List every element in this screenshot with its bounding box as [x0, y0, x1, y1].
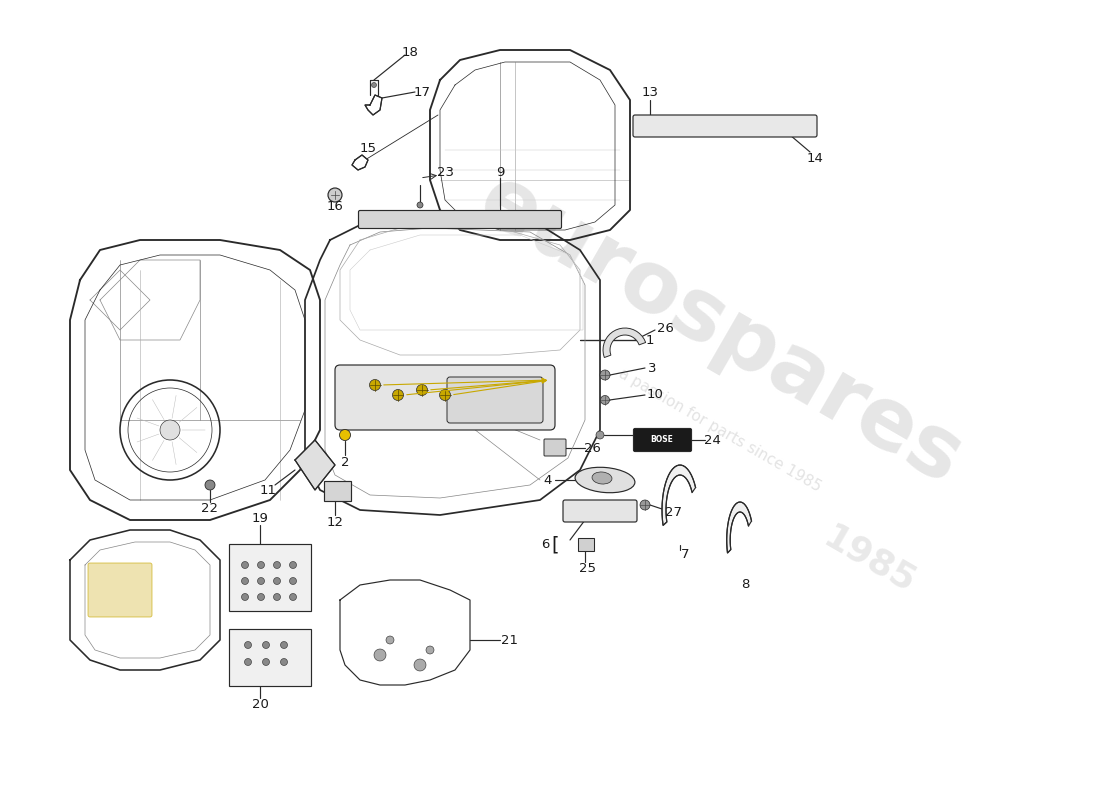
FancyBboxPatch shape: [336, 365, 556, 430]
FancyBboxPatch shape: [563, 500, 637, 522]
Text: [: [: [551, 535, 559, 554]
FancyBboxPatch shape: [229, 544, 311, 611]
Text: 7: 7: [681, 549, 690, 562]
Text: 17: 17: [414, 86, 430, 98]
Text: 27: 27: [664, 506, 682, 518]
Circle shape: [205, 480, 214, 490]
Polygon shape: [365, 95, 382, 115]
Circle shape: [289, 578, 297, 585]
Polygon shape: [295, 440, 336, 490]
Text: 8: 8: [740, 578, 749, 591]
FancyBboxPatch shape: [544, 439, 566, 456]
Text: BOSE: BOSE: [650, 435, 673, 445]
FancyBboxPatch shape: [359, 210, 561, 229]
Text: 20: 20: [252, 698, 268, 711]
FancyBboxPatch shape: [88, 563, 152, 617]
Text: 26: 26: [584, 442, 601, 454]
Text: 25: 25: [580, 562, 596, 574]
Circle shape: [596, 431, 604, 439]
FancyBboxPatch shape: [634, 429, 692, 451]
Text: 2: 2: [341, 455, 350, 469]
Circle shape: [280, 658, 287, 666]
Circle shape: [600, 370, 610, 380]
Circle shape: [244, 642, 252, 649]
FancyBboxPatch shape: [632, 115, 817, 137]
Circle shape: [289, 562, 297, 569]
Text: 13: 13: [641, 86, 659, 98]
Text: 4: 4: [543, 474, 552, 486]
FancyBboxPatch shape: [578, 538, 594, 550]
Polygon shape: [662, 465, 695, 526]
Circle shape: [242, 562, 249, 569]
Text: 3: 3: [648, 362, 657, 374]
FancyBboxPatch shape: [447, 377, 543, 423]
Circle shape: [160, 420, 180, 440]
Text: 23: 23: [437, 166, 453, 178]
Circle shape: [372, 82, 376, 87]
Text: 15: 15: [360, 142, 376, 154]
Text: 14: 14: [806, 151, 824, 165]
Circle shape: [274, 562, 280, 569]
Text: 10: 10: [647, 389, 663, 402]
Circle shape: [263, 642, 270, 649]
FancyBboxPatch shape: [229, 629, 311, 686]
Polygon shape: [603, 328, 646, 358]
Circle shape: [274, 578, 280, 585]
Circle shape: [280, 642, 287, 649]
Polygon shape: [727, 502, 751, 553]
Text: 26: 26: [657, 322, 673, 334]
Circle shape: [242, 578, 249, 585]
Text: 18: 18: [402, 46, 418, 58]
Text: 19: 19: [252, 511, 268, 525]
Circle shape: [414, 659, 426, 671]
Circle shape: [242, 594, 249, 601]
Circle shape: [257, 578, 264, 585]
Circle shape: [417, 385, 428, 395]
Circle shape: [274, 594, 280, 601]
Circle shape: [263, 658, 270, 666]
Text: 24: 24: [704, 434, 720, 446]
Circle shape: [374, 649, 386, 661]
Circle shape: [426, 646, 434, 654]
Circle shape: [244, 658, 252, 666]
Text: 12: 12: [327, 515, 343, 529]
Circle shape: [328, 188, 342, 202]
Circle shape: [386, 636, 394, 644]
FancyBboxPatch shape: [324, 481, 351, 501]
Text: 5: 5: [638, 429, 647, 442]
Text: 21: 21: [502, 634, 518, 646]
Ellipse shape: [592, 472, 612, 484]
Text: 11: 11: [260, 483, 276, 497]
Circle shape: [370, 379, 381, 390]
Circle shape: [289, 594, 297, 601]
Text: 16: 16: [327, 201, 343, 214]
Circle shape: [640, 500, 650, 510]
Circle shape: [340, 430, 351, 441]
Ellipse shape: [575, 467, 635, 493]
Text: 9: 9: [496, 166, 504, 178]
Circle shape: [257, 594, 264, 601]
Circle shape: [417, 202, 424, 208]
Circle shape: [257, 562, 264, 569]
Polygon shape: [352, 155, 368, 170]
Circle shape: [601, 395, 609, 405]
Text: 1985: 1985: [818, 520, 922, 600]
Text: eurospares: eurospares: [463, 158, 977, 502]
Text: 22: 22: [201, 502, 219, 514]
Text: a passion for parts since 1985: a passion for parts since 1985: [616, 366, 824, 494]
Circle shape: [440, 390, 451, 401]
Circle shape: [393, 390, 404, 401]
Text: 1: 1: [646, 334, 654, 346]
Text: 6: 6: [541, 538, 549, 551]
